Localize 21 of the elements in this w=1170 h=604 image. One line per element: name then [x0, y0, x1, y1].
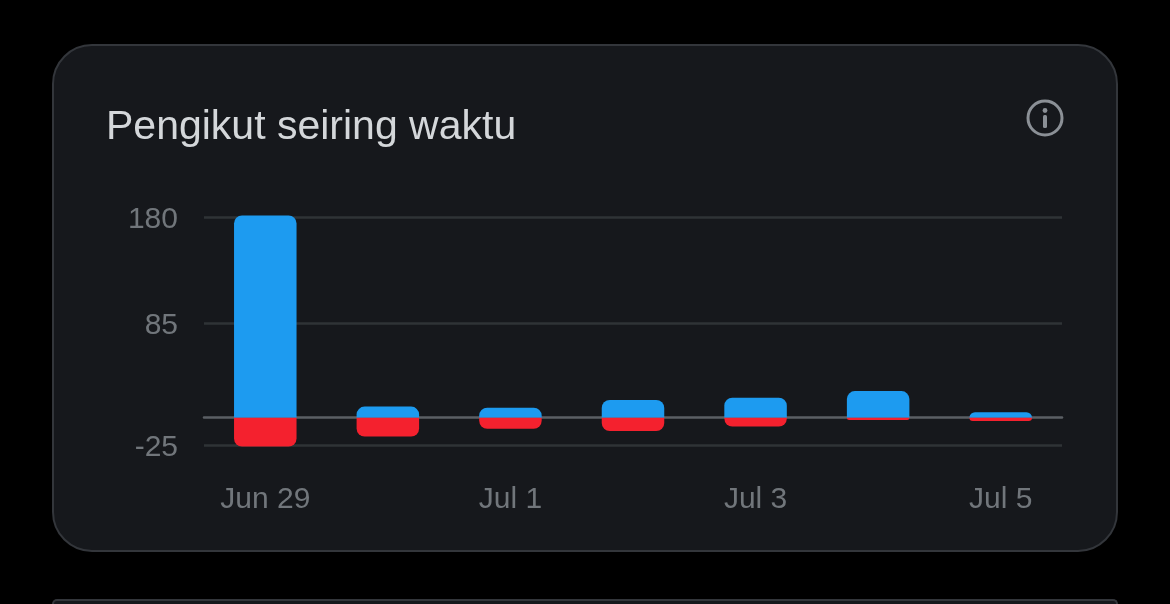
- bar: [724, 397, 787, 418]
- bar: [601, 417, 665, 432]
- chart-title: Pengikut seiring waktu: [106, 101, 517, 148]
- bar: [969, 417, 1032, 422]
- x-tick-label: Jul 3: [723, 481, 788, 515]
- x-tick-label: Jul 5: [969, 481, 1033, 515]
- bar: [479, 407, 542, 418]
- bar: [234, 215, 297, 418]
- bar: [234, 417, 297, 447]
- bar: [356, 406, 420, 418]
- bar: [724, 417, 787, 427]
- y-tick-label: 85: [144, 306, 178, 340]
- x-tick-label: Jun 29: [220, 481, 311, 515]
- bar: [601, 399, 665, 418]
- y-tick-label: 180: [127, 201, 178, 235]
- bar: [846, 391, 910, 418]
- y-tick-label: -25: [134, 428, 178, 462]
- x-tick-label: Jul 1: [478, 481, 543, 515]
- bar: [356, 417, 420, 437]
- bar: [479, 417, 542, 429]
- bar: [969, 412, 1032, 418]
